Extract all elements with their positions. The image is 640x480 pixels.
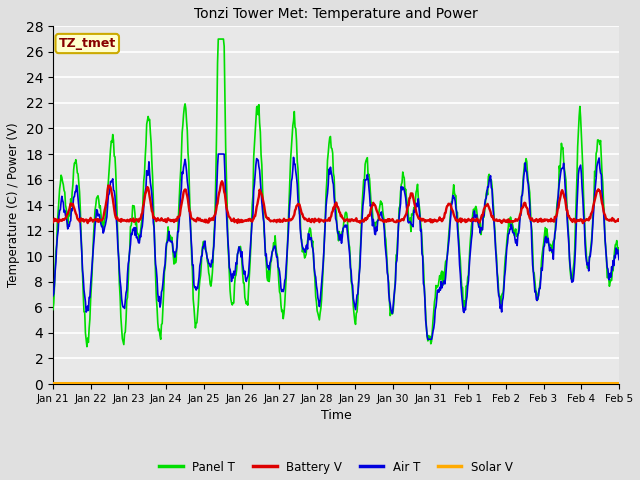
Battery V	[579, 220, 587, 226]
Air T	[214, 151, 222, 157]
Panel T	[116, 294, 124, 300]
Battery V	[220, 189, 228, 195]
Air T	[424, 336, 432, 342]
Battery V	[218, 179, 226, 184]
Battery V	[116, 217, 124, 223]
Panel T	[49, 307, 57, 312]
Air T	[116, 268, 124, 274]
Panel T	[249, 192, 257, 198]
Panel T	[615, 249, 623, 255]
Solar V	[220, 381, 227, 386]
Panel T	[214, 36, 222, 42]
Panel T	[221, 92, 228, 98]
Panel T	[83, 344, 91, 349]
Air T	[615, 257, 623, 263]
Solar V	[269, 381, 276, 386]
Air T	[396, 215, 403, 221]
Panel T	[428, 338, 435, 344]
Solar V	[615, 381, 623, 386]
X-axis label: Time: Time	[321, 409, 351, 422]
Line: Battery V: Battery V	[53, 181, 619, 223]
Solar V	[116, 381, 124, 386]
Battery V	[427, 219, 435, 225]
Battery V	[248, 219, 256, 225]
Air T	[49, 293, 57, 299]
Air T	[248, 217, 256, 223]
Air T	[428, 336, 435, 342]
Solar V	[394, 381, 402, 386]
Solar V	[49, 381, 57, 386]
Y-axis label: Temperature (C) / Power (V): Temperature (C) / Power (V)	[7, 123, 20, 288]
Battery V	[615, 218, 623, 224]
Panel T	[271, 244, 278, 250]
Legend: Panel T, Battery V, Air T, Solar V: Panel T, Battery V, Air T, Solar V	[155, 456, 517, 478]
Line: Air T: Air T	[53, 154, 619, 339]
Battery V	[49, 219, 57, 225]
Text: TZ_tmet: TZ_tmet	[59, 37, 116, 50]
Battery V	[270, 218, 278, 224]
Title: Tonzi Tower Met: Temperature and Power: Tonzi Tower Met: Temperature and Power	[194, 7, 478, 21]
Solar V	[248, 381, 255, 386]
Solar V	[426, 381, 434, 386]
Line: Panel T: Panel T	[53, 39, 619, 347]
Air T	[270, 245, 278, 251]
Battery V	[396, 218, 403, 224]
Air T	[220, 151, 228, 157]
Panel T	[396, 203, 404, 209]
